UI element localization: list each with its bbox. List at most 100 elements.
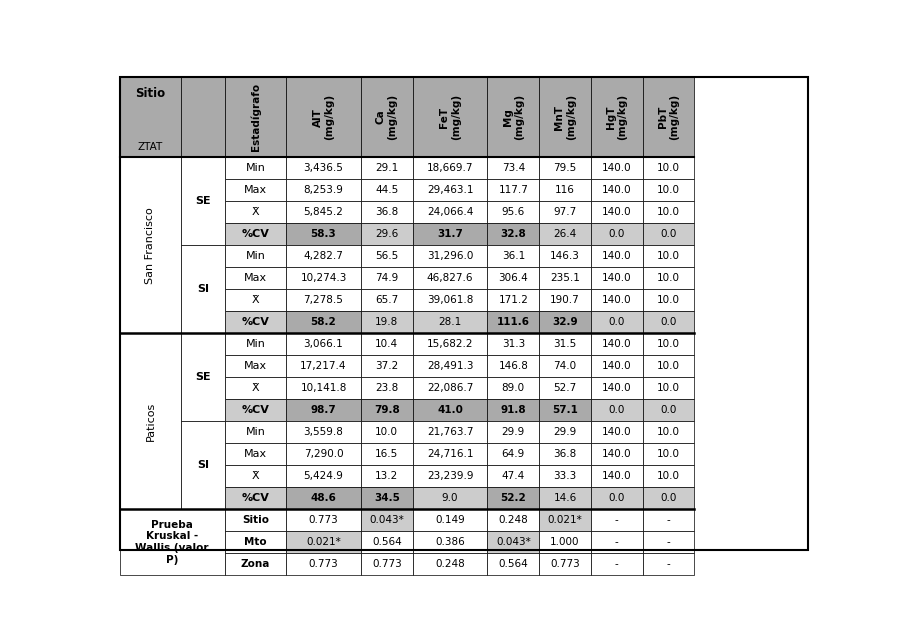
Bar <box>286 245 361 267</box>
Text: 29.6: 29.6 <box>375 229 399 239</box>
Text: 140.0: 140.0 <box>602 207 631 217</box>
Bar <box>225 179 286 201</box>
Text: 15,682.2: 15,682.2 <box>427 339 474 349</box>
Bar <box>286 157 361 179</box>
Bar <box>225 421 286 443</box>
Text: Min: Min <box>245 163 265 173</box>
Bar <box>487 531 539 553</box>
Bar <box>412 245 487 267</box>
Bar <box>412 355 487 377</box>
Text: 14.6: 14.6 <box>554 493 576 503</box>
Text: Mto: Mto <box>244 537 267 547</box>
Text: 65.7: 65.7 <box>375 295 399 305</box>
Bar <box>412 465 487 487</box>
Bar <box>487 267 539 289</box>
Text: 7,290.0: 7,290.0 <box>304 449 344 459</box>
Bar <box>591 267 642 289</box>
Text: HgT
(mg/kg): HgT (mg/kg) <box>606 94 628 140</box>
Text: SE: SE <box>195 372 211 382</box>
Bar <box>539 553 591 575</box>
Text: 116: 116 <box>555 185 575 195</box>
Text: 52.2: 52.2 <box>501 493 526 503</box>
Bar <box>120 333 181 509</box>
Bar <box>361 355 412 377</box>
Text: 98.7: 98.7 <box>310 405 336 415</box>
Bar <box>591 553 642 575</box>
Bar <box>591 179 642 201</box>
Bar <box>225 289 286 311</box>
Bar <box>539 355 591 377</box>
Bar <box>591 421 642 443</box>
Bar <box>286 267 361 289</box>
Text: 57.1: 57.1 <box>552 405 578 415</box>
Text: %CV: %CV <box>242 229 270 239</box>
Bar <box>487 77 539 157</box>
Bar <box>642 443 695 465</box>
Text: 23,239.9: 23,239.9 <box>427 471 474 481</box>
Text: 190.7: 190.7 <box>550 295 580 305</box>
Text: 31.5: 31.5 <box>554 339 576 349</box>
Text: 74.0: 74.0 <box>554 361 576 371</box>
Bar <box>487 311 539 333</box>
Bar <box>412 267 487 289</box>
Text: 74.9: 74.9 <box>375 273 399 283</box>
Text: 56.5: 56.5 <box>375 252 399 261</box>
Bar <box>642 179 695 201</box>
Text: 140.0: 140.0 <box>602 449 631 459</box>
Bar <box>412 487 487 509</box>
Bar <box>361 399 412 421</box>
Text: 10.0: 10.0 <box>657 427 680 437</box>
Text: 0.386: 0.386 <box>435 537 465 547</box>
Bar <box>286 289 361 311</box>
Bar <box>412 289 487 311</box>
Bar <box>361 465 412 487</box>
Text: 10.0: 10.0 <box>657 361 680 371</box>
Text: -: - <box>615 537 619 547</box>
Text: %CV: %CV <box>242 317 270 327</box>
Text: Max: Max <box>244 273 267 283</box>
Bar <box>487 201 539 223</box>
Text: 9.0: 9.0 <box>442 493 458 503</box>
Bar <box>286 77 361 157</box>
Text: 10.0: 10.0 <box>657 185 680 195</box>
Text: 10.4: 10.4 <box>375 339 399 349</box>
Text: 39,061.8: 39,061.8 <box>427 295 474 305</box>
Bar <box>286 377 361 399</box>
Text: Mg
(mg/kg): Mg (mg/kg) <box>502 94 524 140</box>
Text: Min: Min <box>245 252 265 261</box>
Text: 52.7: 52.7 <box>554 383 576 393</box>
Bar <box>286 487 361 509</box>
Text: 41.0: 41.0 <box>437 405 463 415</box>
Text: 37.2: 37.2 <box>375 361 399 371</box>
Bar <box>591 289 642 311</box>
Text: 3,559.8: 3,559.8 <box>304 427 344 437</box>
Bar <box>412 443 487 465</box>
Bar <box>642 289 695 311</box>
Text: X̄: X̄ <box>252 471 259 481</box>
Bar <box>412 509 487 531</box>
Bar <box>539 399 591 421</box>
Text: 24,716.1: 24,716.1 <box>427 449 474 459</box>
Bar <box>286 333 361 355</box>
Bar <box>361 421 412 443</box>
Bar <box>225 487 286 509</box>
Text: 28.1: 28.1 <box>438 317 462 327</box>
Bar <box>642 487 695 509</box>
Text: 10.0: 10.0 <box>657 339 680 349</box>
Bar <box>539 465 591 487</box>
Bar <box>591 77 642 157</box>
Text: 0.248: 0.248 <box>499 515 529 525</box>
Bar <box>225 333 286 355</box>
Text: 0.043*: 0.043* <box>496 537 530 547</box>
Text: 111.6: 111.6 <box>497 317 529 327</box>
Text: 24,066.4: 24,066.4 <box>427 207 474 217</box>
Text: 140.0: 140.0 <box>602 383 631 393</box>
Bar <box>412 179 487 201</box>
Bar <box>412 157 487 179</box>
Bar <box>412 201 487 223</box>
Bar <box>591 399 642 421</box>
Text: 140.0: 140.0 <box>602 295 631 305</box>
Bar <box>412 333 487 355</box>
Bar <box>412 311 487 333</box>
Bar <box>642 223 695 245</box>
